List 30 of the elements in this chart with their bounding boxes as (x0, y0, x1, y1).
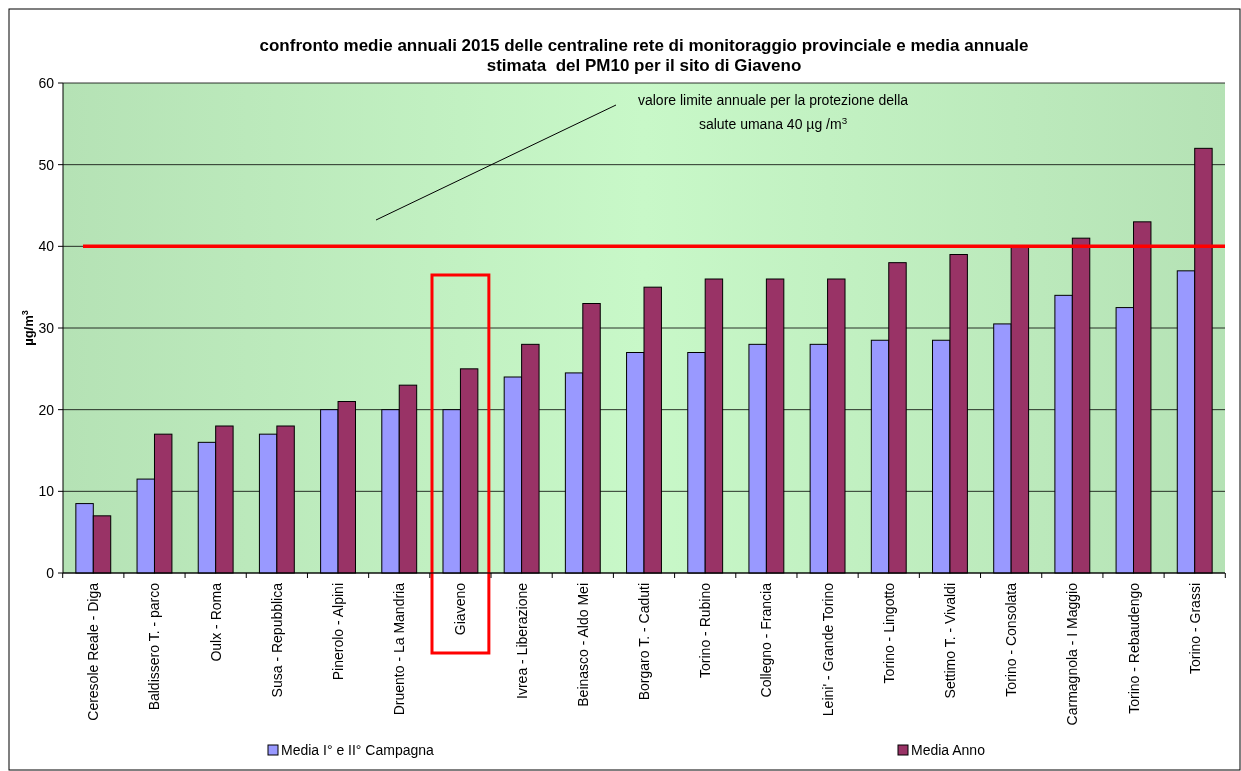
chart-title: confronto medie annuali 2015 delle centraline rete di monitoraggio provinciale e media annuale stimata del PM10 per il sito di Giaveno (259, 36, 1029, 75)
x-tick-label: Ceresole Reale - Diga (85, 582, 102, 721)
x-tick-label: Torino - Grassi (1186, 583, 1203, 675)
y-tick-label: 50 (38, 156, 55, 173)
y-tick-label: 30 (38, 320, 55, 336)
x-tick-label: Settimo T. - Vivaldi (941, 583, 958, 699)
x-tick-label: Borgaro T. - Caduti (636, 583, 652, 701)
y-tick-label: 10 (38, 483, 55, 500)
x-tick-label: Ivrea - Liberazione (513, 582, 530, 699)
legend-label: Media I° e II° Campagna (281, 742, 435, 758)
x-tick-label: Torino - Rubino (697, 582, 714, 678)
x-tick-label: Torino - Lingotto (880, 582, 897, 684)
legend-label: Media Anno (911, 742, 986, 758)
y-tick-label: 0 (46, 565, 55, 581)
y-tick-label: 40 (38, 238, 55, 255)
annotation: valore limite annuale per la protezione della salute umana 40 µg /m$^{3}$ (637, 92, 909, 132)
y-tick-label: 60 (38, 75, 55, 91)
x-tick-label: Leini' - Grande Torino (819, 582, 836, 717)
x-tick-label: Pinerolo - Alpini (330, 583, 347, 681)
x-tick-label: Baldissero T. - parco (146, 582, 163, 711)
x-tick-label: Carmagnola - I Maggio (1064, 582, 1081, 726)
x-tick-label: Druento - La Mandria (391, 582, 408, 716)
x-tick-label: Susa - Repubblica (268, 582, 285, 698)
x-tick-label: Oulx - Roma (207, 582, 224, 662)
x-tick-label: Collegno - Francia (758, 582, 775, 698)
x-tick-label: Torino - Consolata (1003, 582, 1020, 697)
y-tick-label: 20 (38, 401, 55, 418)
x-tick-label: Torino - Rebaudengo (1125, 582, 1142, 714)
x-tick-label: Giaveno (452, 582, 469, 636)
x-tick-label: Beinasco - Aldo Mei (574, 583, 591, 707)
